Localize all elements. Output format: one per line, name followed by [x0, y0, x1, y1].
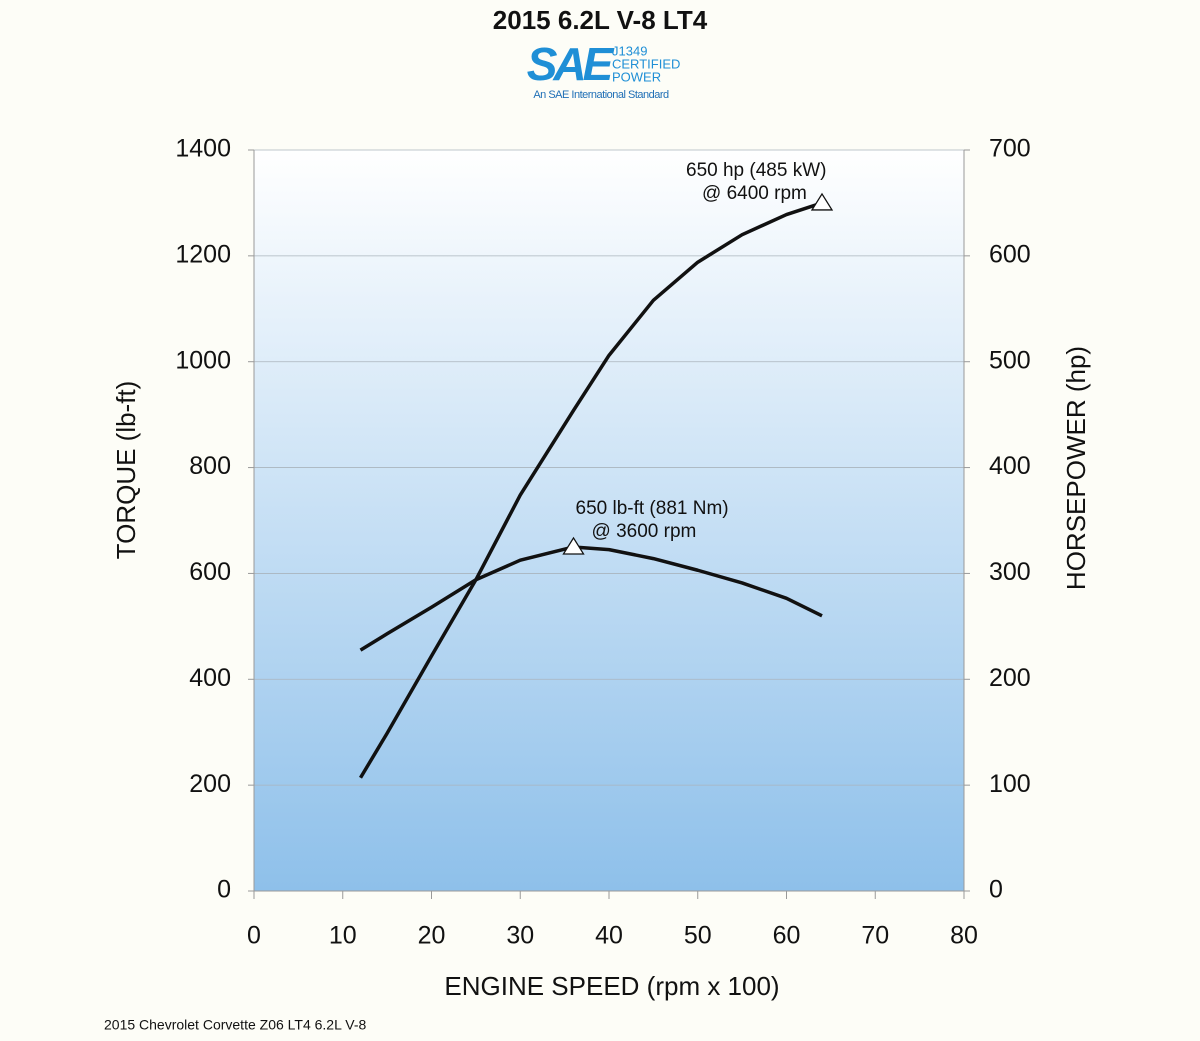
- logo-line: J1349: [612, 43, 647, 58]
- series-line: [358, 201, 823, 779]
- chart-title: 2015 6.2L V-8 LT4: [493, 5, 708, 35]
- y2-tick-label: 400: [989, 452, 1031, 480]
- annotation: 650 hp (485 kW): [686, 160, 826, 181]
- footnote: 2015 Chevrolet Corvette Z06 LT4 6.2L V-8: [104, 1017, 366, 1033]
- y2-tick-label: 100: [989, 770, 1031, 798]
- peak-marker: [810, 192, 834, 211]
- y-tick-label: 400: [189, 664, 231, 692]
- logo-line: POWER: [612, 69, 661, 84]
- y-tick-label: 800: [189, 452, 231, 480]
- x-tick-label: 0: [247, 922, 261, 950]
- x-tick-label: 60: [773, 922, 801, 950]
- logo-tagline: An SAE International Standard: [533, 89, 669, 101]
- series-line: [359, 545, 823, 652]
- y-tick-label: 1000: [175, 346, 231, 374]
- y2-tick-label: 500: [989, 346, 1031, 374]
- x-axis-label: ENGINE SPEED (rpm x 100): [444, 971, 779, 1001]
- logo: SAE J1349 CERTIFIED POWER An SAE Interna…: [527, 38, 681, 101]
- y-tick-label: 1400: [175, 135, 231, 163]
- x-tick-label: 80: [950, 922, 978, 950]
- y2-tick-label: 0: [989, 876, 1003, 904]
- peak-marker: [562, 536, 585, 555]
- y-tick-label: 600: [189, 558, 231, 586]
- logo-line: CERTIFIED: [612, 56, 680, 71]
- y2-axis-label: HORSEPOWER (hp): [1061, 346, 1091, 590]
- y2-tick-label: 200: [989, 664, 1031, 692]
- logo-mark: SAE: [527, 38, 615, 90]
- plot-area: [254, 150, 964, 891]
- annotation: 650 lb-ft (881 Nm): [576, 498, 729, 519]
- x-tick-label: 10: [329, 922, 357, 950]
- y-axis-label: TORQUE (lb-ft): [111, 381, 141, 560]
- x-tick-label: 70: [861, 922, 889, 950]
- x-tick-label: 20: [418, 922, 446, 950]
- y2-tick-label: 600: [989, 240, 1031, 268]
- x-tick-label: 30: [506, 922, 534, 950]
- x-tick-label: 40: [595, 922, 623, 950]
- y-tick-label: 1200: [175, 240, 231, 268]
- annotation: @ 6400 rpm: [702, 183, 807, 204]
- annotation: @ 3600 rpm: [592, 521, 697, 542]
- y-tick-label: 0: [217, 876, 231, 904]
- y2-tick-label: 700: [989, 135, 1031, 163]
- x-tick-label: 50: [684, 922, 712, 950]
- y2-tick-label: 300: [989, 558, 1031, 586]
- y-tick-label: 200: [189, 770, 231, 798]
